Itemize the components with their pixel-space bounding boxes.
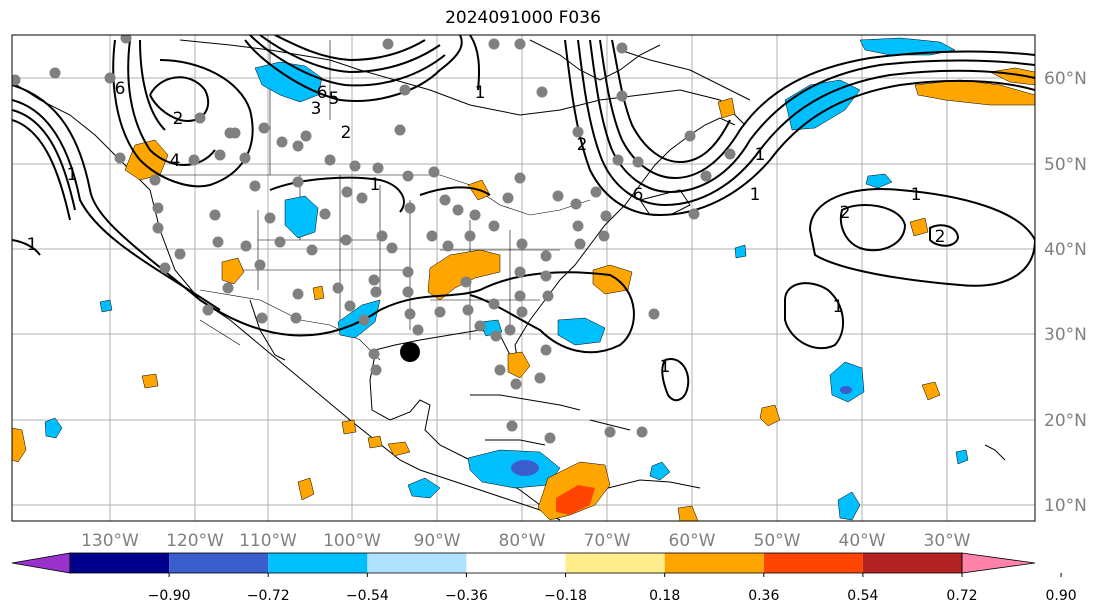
latitude-labels: 60°N 50°N 40°N 30°N 20°N 10°N (1044, 69, 1087, 516)
colorbar-tick-label: 0.90 (1046, 588, 1077, 604)
latitude-label: 30°N (1044, 325, 1087, 345)
colorbar-segment (466, 553, 566, 573)
gridlines (12, 35, 1035, 521)
colorbar-segment (862, 553, 962, 573)
colorbar-tick-labels: −0.90 −0.72 −0.54 −0.36 −0.18 0.18 0.36 0.54 0.7… (148, 573, 1077, 604)
colorbar-extend-high (961, 552, 1036, 574)
colorbar-frame (69, 552, 963, 574)
contour-label: 1 (27, 235, 38, 255)
contour-label: 1 (911, 185, 922, 205)
colorbar-tick-label: 0.72 (946, 588, 977, 604)
longitude-label: 100°W (323, 531, 381, 551)
colorbar-segment (664, 553, 764, 573)
contour-label: 1 (660, 357, 671, 377)
latitude-label: 20°N (1044, 411, 1087, 431)
longitude-label: 50°W (754, 531, 801, 551)
latitude-label: 50°N (1044, 155, 1087, 175)
contour-label: 6 (633, 185, 644, 205)
longitude-label: 70°W (584, 531, 631, 551)
contour-label: 1 (750, 185, 761, 205)
contour-label: 1 (475, 83, 486, 103)
contour-label: 1 (833, 297, 844, 317)
colorbar-tick-label: 0.54 (847, 588, 878, 604)
contour-label: 2 (173, 109, 184, 129)
contour-label: 6 (115, 79, 126, 99)
colorbar-extend-low (11, 552, 71, 574)
contour-label: 1 (67, 165, 78, 185)
map-frame (11, 34, 1036, 522)
contours (12, 35, 1035, 402)
contour-label: 5 (329, 89, 340, 109)
contour-label: 1 (370, 175, 381, 195)
storm-marker (400, 342, 420, 362)
longitude-label: 110°W (239, 531, 297, 551)
latitude-label: 40°N (1044, 240, 1087, 260)
colorbar-segment (169, 553, 269, 573)
longitude-label: 60°W (669, 531, 716, 551)
colorbar-segment (268, 553, 368, 573)
map-title: 2024091000 F036 (445, 8, 601, 28)
contour-label: 2 (577, 135, 588, 155)
contour-label: 2 (935, 227, 946, 247)
colorbar-tick-label: −0.90 (148, 588, 191, 604)
colorbar-tick-label: 0.36 (748, 588, 779, 604)
contour-label: 2 (840, 203, 851, 223)
colorbar-segment (70, 553, 170, 573)
shading-strong-negative (511, 386, 852, 476)
longitude-label: 40°W (839, 531, 886, 551)
colorbar-tick-label: 0.18 (649, 588, 680, 604)
shading-strong-positive (556, 485, 595, 515)
colorbar-segment (763, 553, 863, 573)
colorbar-segment (565, 553, 665, 573)
colorbar-tick-label: −0.72 (247, 588, 290, 604)
longitude-label: 30°W (924, 531, 971, 551)
longitude-labels: 130°W 120°W 110°W 100°W 90°W 80°W 70°W 60°W 50°W… (81, 531, 971, 551)
colorbar-segment (367, 553, 467, 573)
latitude-label: 10°N (1044, 496, 1087, 516)
contour-label: 3 (311, 99, 322, 119)
longitude-label: 80°W (499, 531, 546, 551)
longitude-label: 130°W (81, 531, 139, 551)
station-dots (12, 35, 736, 444)
colorbar (11, 552, 1036, 574)
colorbar-tick-label: −0.54 (346, 588, 389, 604)
longitude-label: 120°W (166, 531, 224, 551)
contour-label: 1 (755, 145, 766, 165)
longitude-label: 90°W (414, 531, 461, 551)
contour-label: 2 (341, 123, 352, 143)
contour-label: 4 (170, 151, 181, 171)
latitude-label: 60°N (1044, 69, 1087, 89)
colorbar-tick-label: −0.36 (445, 588, 488, 604)
colorbar-tick-label: −0.18 (544, 588, 587, 604)
contour-label: 6 (317, 83, 328, 103)
